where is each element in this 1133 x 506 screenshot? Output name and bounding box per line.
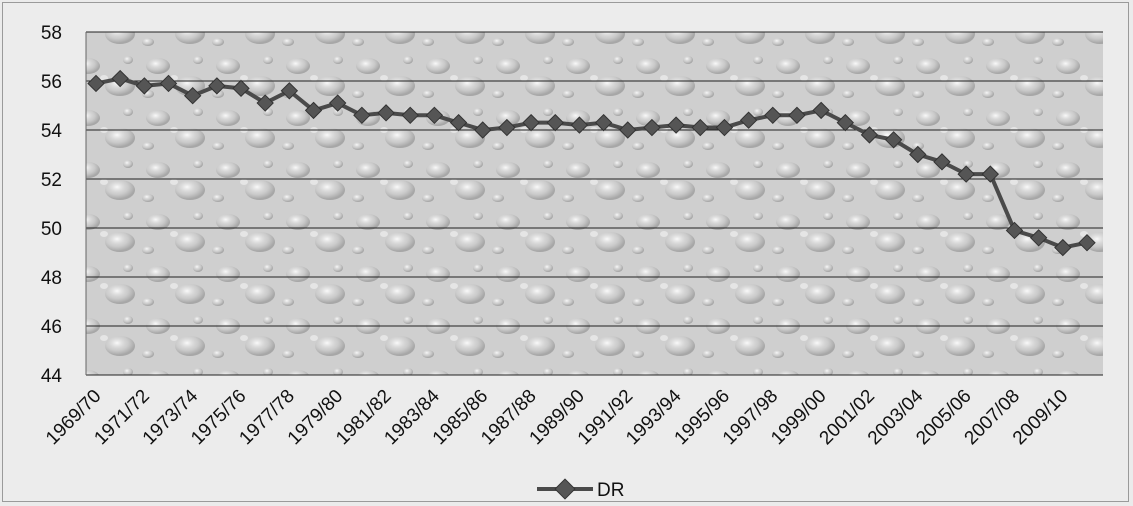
data-point xyxy=(401,106,419,125)
data-point xyxy=(232,79,250,98)
data-point xyxy=(812,101,830,120)
data-point xyxy=(739,111,758,129)
data-point xyxy=(353,106,371,125)
data-point xyxy=(522,113,540,132)
data-point xyxy=(836,113,854,132)
data-point xyxy=(546,113,564,132)
data-point xyxy=(619,121,637,139)
data-point xyxy=(594,113,613,132)
data-point xyxy=(1029,229,1048,247)
data-point xyxy=(304,101,323,120)
data-point xyxy=(715,118,734,137)
data-point xyxy=(957,165,975,183)
data-point xyxy=(256,94,274,112)
x-axis: 1969/701971/721973/741975/761977/781979/… xyxy=(42,385,1072,449)
data-point xyxy=(691,118,709,137)
legend: DR xyxy=(537,478,624,501)
data-point xyxy=(764,106,782,125)
series-dr xyxy=(87,69,1096,257)
data-point xyxy=(208,77,226,95)
y-tick-label: 50 xyxy=(41,219,62,240)
y-tick-label: 54 xyxy=(41,121,63,142)
plot-area-background xyxy=(86,32,1103,375)
data-point xyxy=(87,74,105,93)
data-point xyxy=(425,106,444,125)
data-point xyxy=(449,113,468,132)
y-tick-label: 44 xyxy=(41,366,63,387)
data-point xyxy=(643,118,661,137)
data-point xyxy=(280,82,299,100)
data-point xyxy=(377,104,395,122)
y-tick-label: 48 xyxy=(41,268,62,289)
data-point xyxy=(111,69,129,88)
data-point xyxy=(933,153,951,171)
y-tick-label: 46 xyxy=(41,317,62,338)
legend-label: DR xyxy=(597,480,624,501)
data-point xyxy=(788,106,806,125)
data-point xyxy=(474,121,492,139)
data-point xyxy=(159,74,178,93)
y-tick-label: 56 xyxy=(41,72,62,93)
data-point xyxy=(1078,233,1096,252)
data-point xyxy=(884,131,903,149)
data-point xyxy=(667,116,685,134)
data-point xyxy=(909,145,927,164)
y-tick-label: 52 xyxy=(41,170,62,191)
data-point xyxy=(860,126,879,144)
data-point xyxy=(498,118,516,137)
data-point xyxy=(329,94,347,112)
y-axis: 44 46 48 50 52 54 56 58 xyxy=(41,23,63,387)
data-point xyxy=(183,86,202,105)
data-point xyxy=(570,116,589,134)
gridlines xyxy=(85,31,1103,376)
data-point xyxy=(1054,238,1072,257)
legend-marker-icon xyxy=(554,478,576,500)
data-point xyxy=(981,165,1000,183)
data-point xyxy=(135,77,154,95)
y-tick-label: 58 xyxy=(41,23,62,44)
data-point xyxy=(1005,221,1024,240)
